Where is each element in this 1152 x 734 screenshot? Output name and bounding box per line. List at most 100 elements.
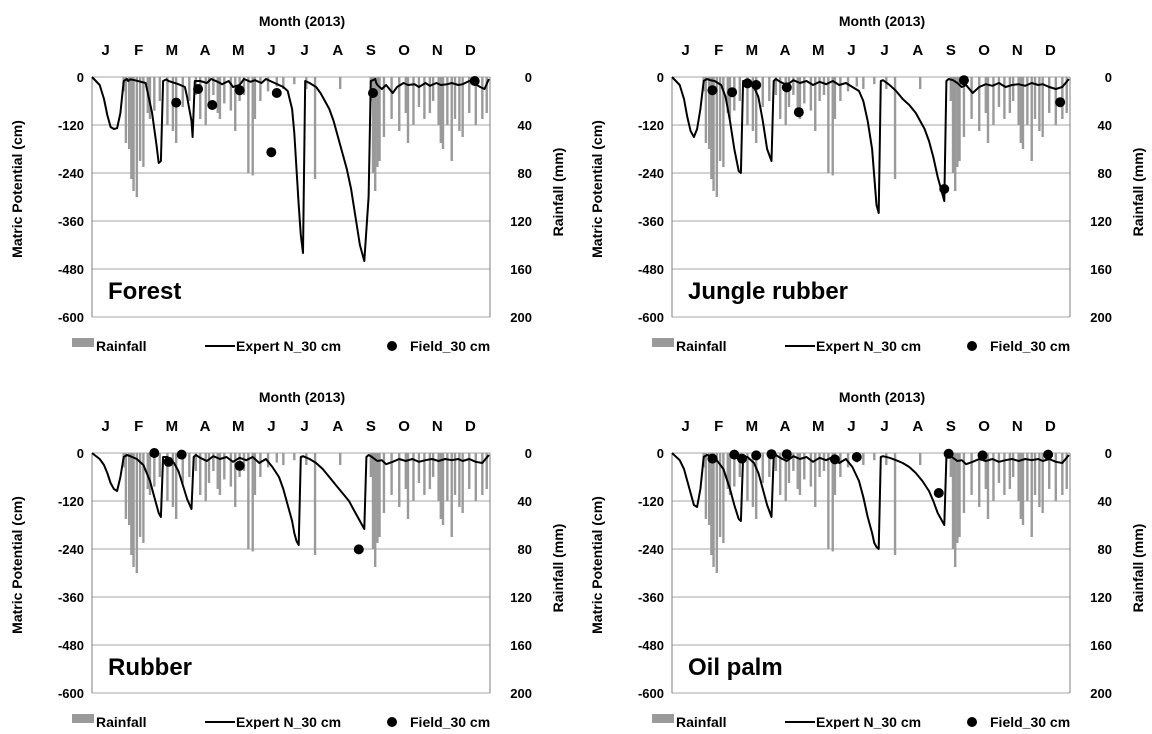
- rainfall-bar: [792, 77, 795, 95]
- rainfall-bar: [953, 453, 957, 567]
- rainfall-bar: [339, 453, 342, 465]
- rainfall-bar: [970, 453, 973, 495]
- field-point: [781, 449, 792, 460]
- month-label: J: [880, 418, 888, 435]
- field-point: [829, 454, 840, 465]
- rainfall-bar: [761, 77, 764, 107]
- rainfall-bar: [1017, 77, 1020, 125]
- rainfall-bar: [722, 77, 725, 167]
- y-tick-right: 120: [510, 214, 532, 229]
- rainfall-bar: [423, 77, 426, 119]
- rainfall-bar: [1021, 453, 1025, 525]
- rainfall-bar: [970, 77, 973, 119]
- rainfall-bar: [997, 77, 1001, 107]
- rainfall-bar: [1054, 453, 1057, 501]
- rainfall-bar: [728, 77, 732, 119]
- rainfall-bar: [423, 453, 426, 495]
- rainfall-bar: [339, 77, 342, 89]
- y-tick-right: 40: [1098, 118, 1112, 133]
- month-label: O: [978, 418, 990, 435]
- rainfall-bar: [953, 77, 957, 191]
- y-axis-title-right: Rainfall (mm): [1130, 148, 1146, 237]
- rainfall-bar: [390, 77, 393, 119]
- field-point: [727, 87, 738, 98]
- rainfall-bar: [728, 453, 732, 495]
- month-label: M: [166, 418, 179, 435]
- rainfall-bar: [373, 453, 377, 567]
- rainfall-bar: [1017, 453, 1020, 501]
- rainfall-bar: [1041, 77, 1044, 137]
- expert-line: [91, 452, 490, 546]
- month-label: N: [432, 42, 443, 59]
- month-label: N: [1012, 42, 1023, 59]
- rainfall-bar: [962, 453, 966, 513]
- y-tick-right: 0: [1105, 70, 1112, 85]
- month-label: S: [946, 42, 956, 59]
- rainfall-bar: [726, 77, 729, 113]
- rainfall-bar: [956, 77, 959, 167]
- y-tick-left: -240: [638, 542, 664, 557]
- rainfall-bar: [376, 453, 379, 543]
- rainfall-bar: [247, 77, 250, 173]
- y-tick-right: 120: [1090, 214, 1112, 229]
- rainfall-bar: [751, 453, 755, 507]
- legend-rainfall-swatch: [72, 338, 94, 347]
- y-tick-right: 200: [1090, 686, 1112, 701]
- rainfall-bar: [485, 77, 488, 113]
- rainfall-bar: [194, 453, 198, 471]
- rainfall-bar: [158, 77, 161, 101]
- rainfall-bar: [305, 77, 308, 89]
- rainfall-bar: [949, 77, 953, 101]
- rainfall-bar: [437, 453, 440, 501]
- y-tick-right: 0: [1105, 446, 1112, 461]
- rainfall-bar: [124, 453, 128, 519]
- rainfall-bar: [130, 77, 133, 179]
- rainfall-bar: [171, 453, 175, 507]
- rainfall-bar: [439, 77, 442, 143]
- rainfall-bar: [166, 77, 169, 125]
- rainfall-bar: [798, 77, 802, 119]
- rainfall-bar: [949, 453, 953, 477]
- rainfall-bar: [153, 453, 156, 487]
- rainfall-bar: [390, 453, 393, 495]
- rainfall-bar: [174, 77, 178, 143]
- rainfall-bar: [468, 453, 471, 489]
- y-tick-left: -600: [58, 310, 84, 325]
- rainfall-bar: [893, 453, 897, 555]
- rainfall-bar: [1033, 77, 1037, 119]
- month-label: D: [1045, 42, 1056, 59]
- month-label: M: [746, 418, 759, 435]
- rainfall-bar: [822, 453, 826, 471]
- rainfall-bar: [809, 77, 813, 111]
- field-point: [793, 107, 804, 118]
- rainfall-bar: [768, 453, 771, 477]
- rainfall-bar: [956, 453, 959, 543]
- rainfall-bar: [997, 453, 1001, 483]
- rainfall-bar: [984, 77, 988, 113]
- rainfall-bar: [718, 453, 722, 537]
- month-label: M: [746, 42, 759, 59]
- rainfall-bar: [792, 453, 795, 471]
- field-point: [271, 88, 282, 98]
- field-point: [368, 88, 379, 98]
- rainfall-bar: [371, 77, 375, 173]
- month-label: F: [134, 418, 143, 435]
- rainfall-bar: [1038, 77, 1041, 131]
- field-point: [781, 82, 792, 93]
- rainfall-bar: [229, 453, 233, 487]
- y-tick-right: 80: [1098, 542, 1112, 557]
- rainfall-bar: [803, 77, 806, 104]
- field-point: [958, 75, 969, 86]
- y-tick-left: -480: [638, 638, 664, 653]
- rainfall-bar: [1026, 77, 1029, 125]
- rainfall-bar: [958, 453, 961, 537]
- rainfall-bar: [431, 453, 435, 477]
- rainfall-bar: [242, 453, 246, 471]
- legend-field-swatch: [967, 341, 977, 351]
- field-point: [469, 76, 480, 86]
- y-tick-right: 80: [1098, 166, 1112, 181]
- legend-expert-label: Expert N_30 cm: [236, 714, 341, 729]
- rainfall-bar: [373, 77, 377, 191]
